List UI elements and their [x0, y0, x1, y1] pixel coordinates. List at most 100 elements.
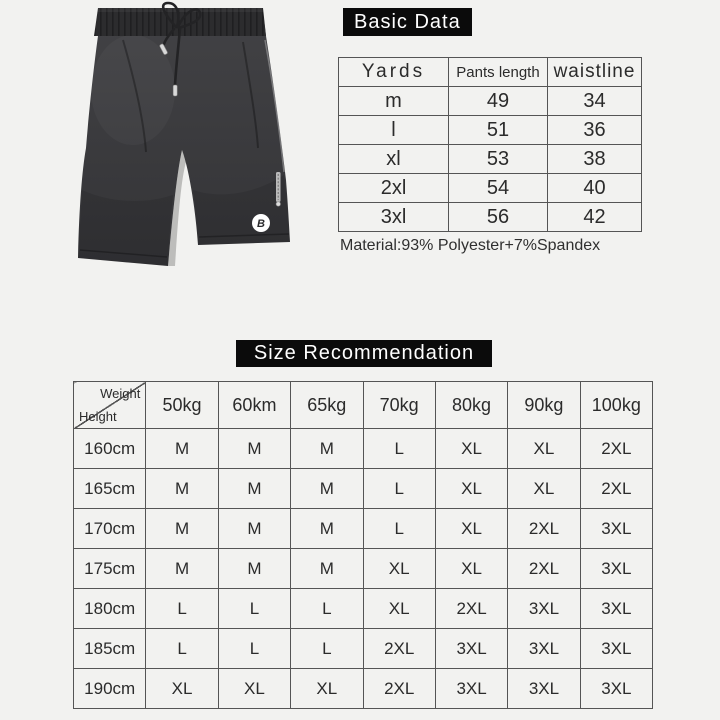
size-cell: L [145, 628, 219, 669]
size-cell: M [290, 468, 364, 509]
size-recommendation-row: 185cm L L L 2XL 3XL 3XL 3XL [72, 628, 654, 669]
pocket-seam-left [122, 39, 147, 153]
size-cell: M [217, 548, 292, 589]
height-cell: 165cm [72, 468, 147, 509]
size-cell: 3XL [507, 668, 581, 709]
size-recommendation-row: 160cm M M M L XL XL 2XL [72, 428, 654, 469]
size-cell: XL [217, 668, 292, 709]
size-cell: M [290, 548, 364, 589]
size-cell: M [145, 548, 219, 589]
corner-height-label: Height [79, 409, 117, 424]
pocket-seam-right [242, 41, 259, 149]
size-cell: L [217, 588, 292, 629]
basic-header-yards: Yards [338, 57, 449, 87]
size-cell: M [145, 468, 219, 509]
basic-header-pants-length: Pants length [448, 57, 548, 87]
height-cell: 180cm [72, 588, 147, 629]
size-cell: 3XL [579, 508, 654, 549]
basic-data-row: 2xl 54 40 [338, 173, 642, 203]
size-cell: M [290, 508, 364, 549]
size-cell: 2XL [579, 468, 654, 509]
size-cell: 3XL [579, 628, 654, 669]
basic-header-waistline: waistline [547, 57, 642, 87]
measurement-cell: 49 [448, 86, 548, 116]
size-cell: M [217, 508, 292, 549]
height-cell: 170cm [72, 508, 147, 549]
size-cell: M [217, 428, 292, 469]
size-cell: XL [145, 668, 219, 709]
size-cell: XL [290, 668, 364, 709]
size-recommendation-table: Weight Height 50kg 60km 65kg 70kg 80kg 9… [72, 381, 654, 709]
size-cell: L [290, 628, 364, 669]
material-note: Material:93% Polyester+7%Spandex [340, 237, 601, 254]
size-cell: XL [434, 468, 509, 509]
size-cell: XL [507, 468, 581, 509]
size-cell: XL [434, 548, 509, 589]
size-cell: 2XL [362, 668, 436, 709]
size-recommendation-row: 165cm M M M L XL XL 2XL [72, 468, 654, 509]
size-recommendation-row: 180cm L L L XL 2XL 3XL 3XL [72, 588, 654, 629]
size-cell: 3XL [507, 588, 581, 629]
size-name-cell: 2xl [338, 173, 449, 203]
size-cell: 3XL [579, 548, 654, 589]
zipper-detail [275, 172, 281, 207]
basic-data-title: Basic Data [343, 8, 472, 36]
measurement-cell: 53 [448, 144, 548, 174]
size-cell: 2XL [579, 428, 654, 469]
basic-data-row: 3xl 56 42 [338, 202, 642, 232]
size-cell: L [362, 508, 436, 549]
size-cell: L [362, 468, 436, 509]
basic-data-table: Yards Pants length waistline m 49 34 l 51 36 x… [338, 57, 642, 232]
size-recommendation-row: 175cm M M M XL XL 2XL 3XL [72, 548, 654, 589]
weight-header-80kg: 80kg [434, 381, 509, 429]
size-cell: 2XL [507, 548, 581, 589]
weight-height-corner-cell: Weight Height [72, 381, 147, 429]
size-recommendation-row: 190cm XL XL XL 2XL 3XL 3XL 3XL [72, 668, 654, 709]
height-cell: 160cm [72, 428, 147, 469]
size-name-cell: xl [338, 144, 449, 174]
weight-header-65kg: 65kg [290, 381, 364, 429]
measurement-cell: 51 [448, 115, 548, 145]
size-cell: L [362, 428, 436, 469]
drawstring [161, 1, 202, 87]
size-recommendation-row: 170cm M M M L XL 2XL 3XL [72, 508, 654, 549]
size-cell: 2XL [507, 508, 581, 549]
size-recommendation-title: Size Recommendation [236, 340, 492, 367]
height-cell: 175cm [72, 548, 147, 589]
size-name-cell: l [338, 115, 449, 145]
size-cell: 2XL [434, 588, 509, 629]
size-cell: 2XL [362, 628, 436, 669]
size-cell: 3XL [579, 588, 654, 629]
size-cell: M [145, 428, 219, 469]
height-cell: 185cm [72, 628, 147, 669]
measurement-cell: 42 [547, 202, 642, 232]
size-cell: L [145, 588, 219, 629]
weight-header-60km: 60km [217, 381, 292, 429]
corner-weight-label: Weight [100, 386, 141, 401]
weight-header-100kg: 100kg [579, 381, 654, 429]
product-photo-shorts: B [78, 1, 290, 266]
size-cell: 3XL [434, 628, 509, 669]
weight-header-90kg: 90kg [507, 381, 581, 429]
size-cell: XL [507, 428, 581, 469]
side-piping [264, 39, 285, 173]
measurement-cell: 34 [547, 86, 642, 116]
height-cell: 190cm [72, 668, 147, 709]
size-cell: M [217, 468, 292, 509]
drawstring-aglets [159, 43, 178, 97]
brand-logo-icon: B [252, 214, 270, 232]
size-cell: M [145, 508, 219, 549]
size-cell: XL [434, 508, 509, 549]
basic-data-header-row: Yards Pants length waistline [338, 57, 642, 87]
size-cell: 3XL [507, 628, 581, 669]
size-cell: XL [362, 588, 436, 629]
basic-data-row: xl 53 38 [338, 144, 642, 174]
basic-data-row: l 51 36 [338, 115, 642, 145]
size-cell: L [290, 588, 364, 629]
measurement-cell: 40 [547, 173, 642, 203]
measurement-cell: 38 [547, 144, 642, 174]
size-cell: 3XL [579, 668, 654, 709]
size-cell: M [290, 428, 364, 469]
size-name-cell: m [338, 86, 449, 116]
size-name-cell: 3xl [338, 202, 449, 232]
